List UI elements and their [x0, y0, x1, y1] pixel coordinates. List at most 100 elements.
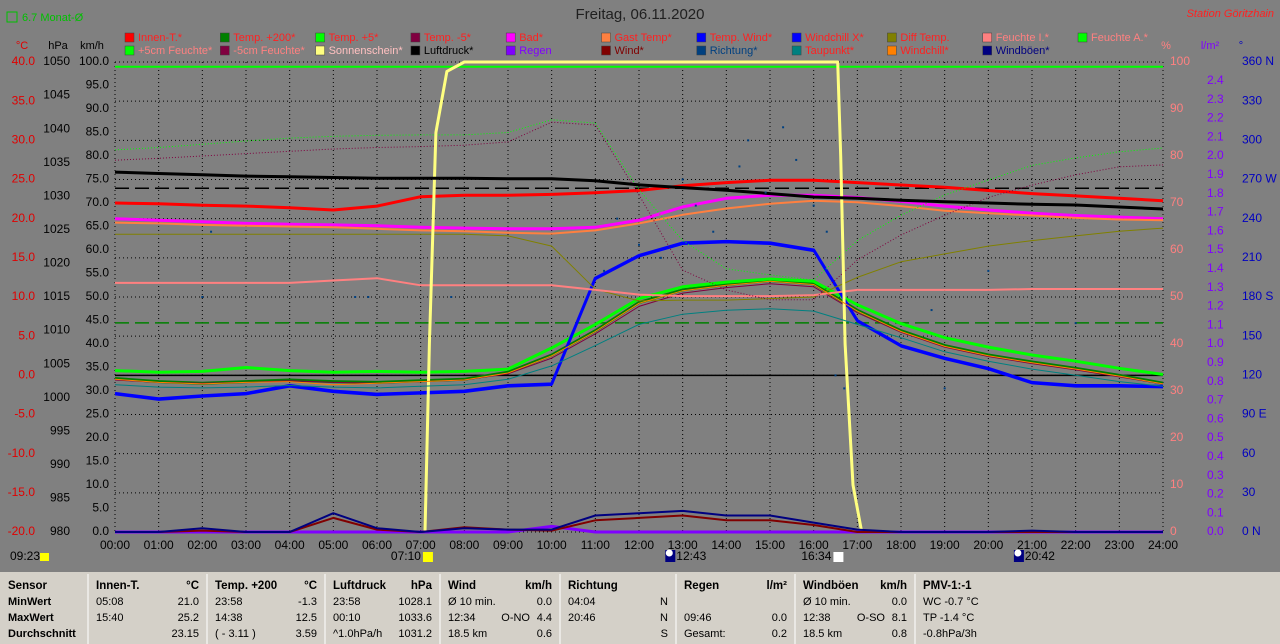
direction-point [834, 374, 837, 377]
y-tick-label: 1025 [43, 222, 70, 236]
table-header: hPa [411, 580, 433, 592]
y-tick-label: 1040 [43, 121, 70, 135]
legend-swatch [315, 32, 325, 43]
legend-swatch [791, 32, 802, 43]
legend-swatch [791, 45, 802, 56]
table-cell: 0.6 [537, 628, 552, 640]
legend-swatch [315, 45, 325, 56]
table-cell: TP -1.4 °C [923, 612, 974, 624]
direction-point [812, 204, 815, 207]
x-tick-label: 12:00 [624, 538, 654, 552]
y-tick-label: 240 [1242, 211, 1262, 225]
event-icon [422, 552, 433, 562]
table-cell: 15:40 [96, 612, 124, 624]
y-tick-label: 45.0 [86, 313, 110, 327]
table-header: Regen [684, 580, 719, 592]
legend-label: Gast Temp* [615, 32, 673, 44]
y-tick-label: -5.0 [14, 407, 35, 421]
y-tick-label: 0.2 [1207, 487, 1224, 501]
legend-label: Temp. +200* [233, 32, 296, 44]
table-cell: 8.1 [892, 612, 907, 624]
y-tick-label: 5.0 [18, 328, 35, 342]
table-cell: 0.8 [892, 628, 907, 640]
y-tick-label: 2.2 [1207, 111, 1224, 125]
legend-label: Temp. +5* [329, 32, 380, 44]
y-tick-label: 0.0 [1207, 524, 1224, 538]
table-cell: 18.5 km [803, 628, 842, 640]
table-cell: 3.59 [296, 628, 317, 640]
legend-label: Richtung* [710, 45, 758, 57]
direction-point [367, 296, 370, 298]
table-cell: 23:58 [333, 596, 361, 608]
legend-label: Feuchte I.* [996, 32, 1050, 44]
y-tick-label: 75.0 [86, 172, 110, 186]
x-tick-label: 23:00 [1104, 538, 1134, 552]
station-name: Station Göritzhain [1187, 8, 1274, 20]
y-tick-label: 1.3 [1207, 280, 1224, 294]
y-tick-label: 60.0 [86, 242, 110, 256]
legend-swatch [887, 45, 897, 56]
y-tick-label: 1015 [43, 289, 70, 303]
x-tick-label: 02:00 [187, 538, 217, 552]
table-cell: 23.15 [171, 628, 199, 640]
direction-point [450, 296, 453, 298]
y-tick-label: 1005 [43, 356, 70, 370]
table-cell: 0.2 [772, 628, 787, 640]
y-tick-label: 0.1 [1207, 505, 1224, 519]
series-line [114, 279, 1164, 385]
table-cell: 09:46 [684, 612, 712, 624]
event-icon-moon [1014, 549, 1022, 557]
table-cell: 18.5 km [448, 628, 487, 640]
legend-swatch [982, 32, 992, 43]
x-tick-label: 21:00 [1017, 538, 1047, 552]
table-background [0, 572, 1280, 644]
y-tick-label: 980 [50, 524, 70, 538]
y-tick-label: 270 W [1242, 172, 1277, 186]
table-cell: Gesamt: [684, 628, 726, 640]
direction-point [638, 243, 640, 246]
y-tick-label: 95.0 [86, 78, 110, 92]
y-tick-label: 100.0 [79, 54, 109, 68]
legend-label: Feuchte A.* [1091, 32, 1149, 44]
legend-label: Temp. -5* [424, 32, 472, 44]
y-tick-label: 10.0 [86, 477, 110, 491]
table-cell: ( - 3.11 ) [215, 628, 256, 640]
y-tick-label: 180 S [1242, 289, 1273, 303]
y-tick-label: 2.1 [1207, 129, 1224, 143]
y-tick-label: 1.6 [1207, 223, 1224, 237]
legend-label: Windchill* [900, 45, 949, 57]
table-cell: WC -0.7 °C [923, 596, 979, 608]
y-tick-label: 65.0 [86, 219, 110, 233]
direction-point [782, 126, 785, 129]
table-cell: 25.2 [178, 612, 199, 624]
x-tick-label: 06:00 [362, 538, 392, 552]
direction-point [943, 387, 946, 390]
y-tick-label: 30.0 [86, 383, 110, 397]
y-tick-label: 90 E [1242, 407, 1267, 421]
series-line [115, 227, 1164, 302]
chart-title: Freitag, 06.11.2020 [576, 6, 705, 23]
direction-point [795, 158, 798, 161]
y-tick-label: 990 [50, 457, 70, 471]
y-tick-label: 0 [1170, 524, 1177, 538]
axis-unit: % [1161, 40, 1171, 52]
series-line [114, 170, 1164, 211]
x-tick-label: 05:00 [318, 538, 348, 552]
direction-point [694, 204, 697, 207]
series-line [114, 277, 1164, 376]
legend-swatch [696, 32, 707, 43]
table-cell: 00:10 [333, 612, 361, 624]
y-tick-label: 0.0 [92, 524, 109, 538]
direction-point [825, 230, 828, 233]
y-tick-label: 330 [1242, 93, 1262, 107]
legend-swatch [220, 45, 230, 56]
table-header: l/m² [767, 580, 788, 592]
table-cell: 4.4 [537, 612, 552, 624]
table-cell: Ø 10 min. [803, 596, 851, 608]
legend-label: Taupunkt* [805, 45, 855, 57]
legend-swatch [601, 45, 611, 56]
y-tick-label: 0.9 [1207, 355, 1224, 369]
y-tick-label: 50 [1170, 289, 1184, 303]
table-cell: O-SO [857, 612, 886, 624]
y-tick-label: 985 [50, 491, 70, 505]
